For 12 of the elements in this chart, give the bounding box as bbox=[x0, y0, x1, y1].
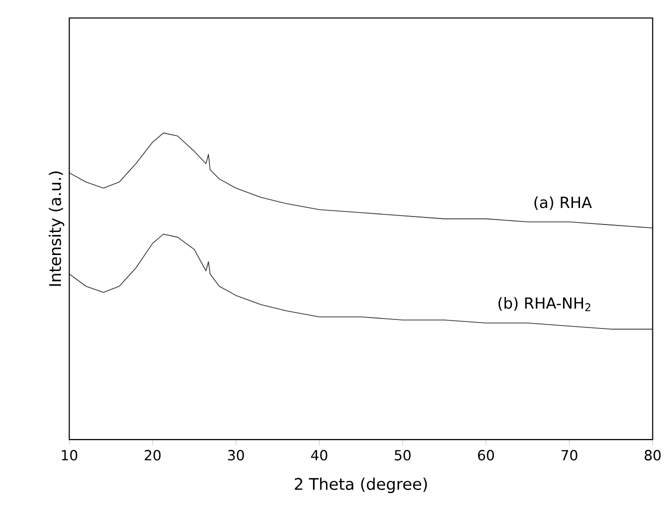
x-tick-label: 10 bbox=[62, 450, 78, 460]
series-label: (b) RHA-NH$_{2}$ bbox=[498, 296, 590, 312]
x-tick-label: 20 bbox=[144, 450, 161, 460]
x-axis-title: 2 Theta (degree) bbox=[294, 478, 427, 494]
x-tick-label: 50 bbox=[394, 450, 411, 460]
series-label: (a) RHA bbox=[534, 196, 592, 210]
y-axis-title: Intensity (a.u.) bbox=[48, 171, 64, 286]
x-tick-label: 70 bbox=[562, 450, 578, 460]
x-tick-label: 60 bbox=[478, 450, 494, 460]
x-tick-label: 80 bbox=[644, 450, 661, 460]
x-tick-label: 40 bbox=[311, 450, 328, 460]
x-tick-label: 30 bbox=[228, 450, 244, 460]
